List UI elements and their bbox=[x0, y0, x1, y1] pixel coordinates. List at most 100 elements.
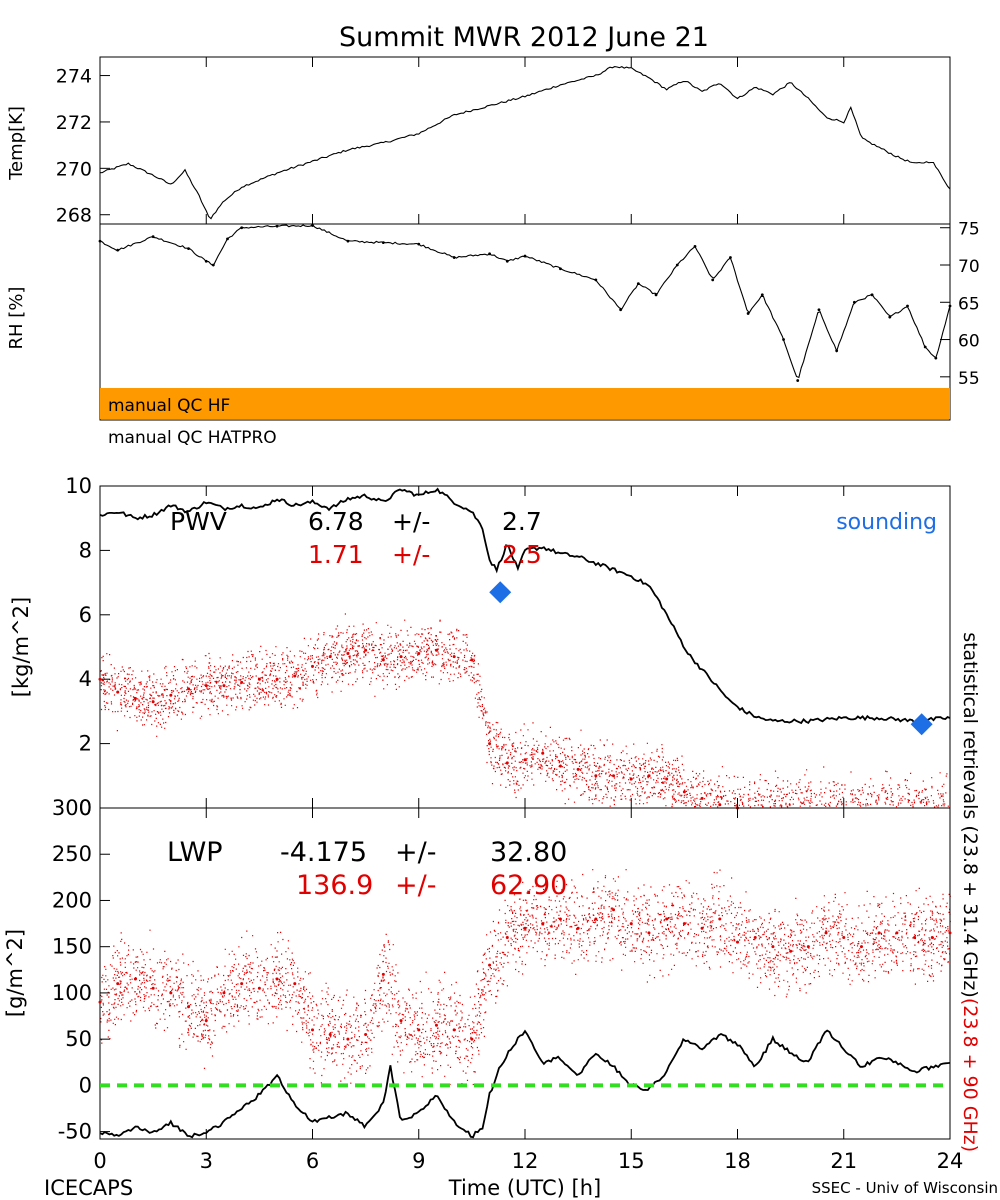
lwp-red-point bbox=[151, 986, 155, 990]
pwv-red-point bbox=[629, 777, 633, 781]
rh-y-ticks: 55 60 65 70 75 bbox=[940, 220, 980, 389]
rh-point bbox=[948, 304, 952, 308]
x-tick-label: 6 bbox=[306, 1149, 319, 1173]
lwp-red-point bbox=[470, 1037, 474, 1041]
lwp-red-point bbox=[257, 986, 261, 990]
lwp-red-point bbox=[558, 917, 562, 921]
lwp-red-point bbox=[434, 1023, 438, 1027]
x-tick-label: 0 bbox=[93, 1149, 106, 1173]
pwv-red-point bbox=[541, 751, 545, 755]
pwv-ytick-label: 6 bbox=[79, 603, 92, 627]
rh-point bbox=[559, 267, 562, 271]
lwp-red-point bbox=[930, 935, 934, 939]
lwp-red-point bbox=[293, 982, 297, 986]
pwv-red-point bbox=[222, 684, 226, 688]
footer-right: SSEC - Univ of Wisconsin bbox=[812, 1179, 998, 1197]
pwv-series bbox=[98, 487, 951, 810]
lwp-red-point bbox=[842, 935, 846, 939]
x-tick-label: 12 bbox=[512, 1149, 539, 1173]
pwv-stats-red-pm: +/- bbox=[392, 540, 430, 569]
rh-point bbox=[381, 241, 385, 245]
pwv-red-point bbox=[364, 648, 368, 652]
lwp-series-black-line bbox=[99, 1029, 951, 1139]
rh-series bbox=[98, 224, 952, 382]
x-tick-label: 18 bbox=[724, 1149, 751, 1173]
rh-ytick-label: 65 bbox=[958, 294, 980, 314]
lwp-ytick-label: 100 bbox=[52, 981, 92, 1005]
lwp-red-point bbox=[328, 1033, 332, 1037]
rh-point bbox=[817, 308, 821, 312]
lwp-stats-red-std: 62.90 bbox=[490, 870, 567, 901]
temp-series-black-line bbox=[99, 65, 951, 220]
lwp-red-point bbox=[877, 931, 881, 935]
rh-point bbox=[417, 242, 421, 246]
pwv-series-red-dots bbox=[100, 613, 949, 808]
temp-ytick-label: 268 bbox=[56, 205, 92, 227]
pwv-red-point bbox=[665, 777, 669, 781]
rh-point bbox=[204, 259, 208, 263]
lwp-red-point bbox=[452, 1028, 456, 1032]
pwv-red-point bbox=[204, 684, 208, 688]
pwv-red-point bbox=[470, 658, 474, 662]
pwv-stats-black-mean: 6.78 bbox=[308, 507, 364, 536]
rh-point bbox=[782, 338, 785, 341]
lwp-red-point bbox=[488, 963, 492, 967]
rh-point bbox=[311, 224, 314, 227]
lwp-red-point bbox=[895, 931, 899, 935]
lwp-ytick-label: -50 bbox=[58, 1120, 92, 1144]
lwp-red-point bbox=[169, 991, 173, 995]
rh-point bbox=[693, 244, 697, 248]
x-tick-label: 24 bbox=[937, 1149, 964, 1173]
rh-point bbox=[934, 356, 938, 360]
lwp-ytick-label: 0 bbox=[79, 1073, 92, 1097]
lwp-ylabel: [g/m^2] bbox=[3, 929, 27, 1017]
rh-point bbox=[594, 278, 598, 282]
rh-point bbox=[151, 235, 155, 239]
x-axis-ticks: 0 3 6 9 12 15 18 21 24 bbox=[93, 57, 963, 1173]
pwv-red-point bbox=[151, 700, 155, 704]
temp-ytick-label: 272 bbox=[56, 112, 92, 134]
rh-point bbox=[187, 247, 190, 251]
temp-ytick-label: 274 bbox=[56, 66, 92, 88]
lwp-red-point bbox=[913, 935, 917, 939]
lwp-red-point bbox=[948, 931, 952, 935]
pwv-red-point bbox=[434, 648, 438, 652]
pwv-red-point bbox=[275, 677, 279, 681]
right-label-red: (23.8 + 90 GHz) bbox=[959, 998, 981, 1152]
pwv-red-point bbox=[311, 664, 314, 668]
rh-panel: RH [%] 55 60 65 70 75 manual QC HF manual QC… bbox=[6, 220, 980, 448]
rh-point bbox=[746, 312, 750, 315]
rh-point bbox=[729, 256, 732, 259]
lwp-red-point bbox=[240, 982, 244, 986]
pwv-red-point bbox=[647, 774, 651, 778]
lwp-ytick-label: 300 bbox=[52, 796, 92, 820]
pwv-red-point bbox=[346, 651, 350, 655]
x-tick-label: 3 bbox=[200, 1149, 213, 1173]
pwv-ytick-label: 0 bbox=[79, 796, 92, 820]
lwp-red-point bbox=[505, 935, 509, 939]
pwv-stats-black-pm: +/- bbox=[392, 507, 430, 536]
rh-point bbox=[98, 239, 102, 243]
pwv-series-black-line bbox=[99, 487, 951, 725]
rh-point bbox=[870, 293, 874, 297]
pwv-ytick-label: 4 bbox=[79, 667, 92, 691]
rh-point bbox=[675, 263, 679, 267]
lwp-red-point bbox=[753, 935, 757, 939]
pwv-red-point bbox=[240, 680, 244, 684]
pwv-label: PWV bbox=[170, 507, 227, 536]
sounding-label: sounding bbox=[836, 510, 937, 535]
pwv-red-point bbox=[169, 693, 173, 697]
pwv-red-point bbox=[558, 764, 562, 768]
rh-point bbox=[275, 224, 279, 228]
lwp-red-point bbox=[576, 926, 580, 930]
rh-ytick-label: 55 bbox=[958, 369, 980, 389]
lwp-red-point bbox=[736, 940, 739, 944]
lwp-red-point bbox=[187, 1005, 191, 1009]
pwv-red-point bbox=[576, 767, 580, 771]
rh-point bbox=[835, 349, 839, 353]
lwp-red-point bbox=[346, 1037, 350, 1041]
rh-point bbox=[505, 259, 509, 263]
pwv-ytick-label: 8 bbox=[79, 538, 92, 562]
rh-point bbox=[636, 282, 640, 286]
